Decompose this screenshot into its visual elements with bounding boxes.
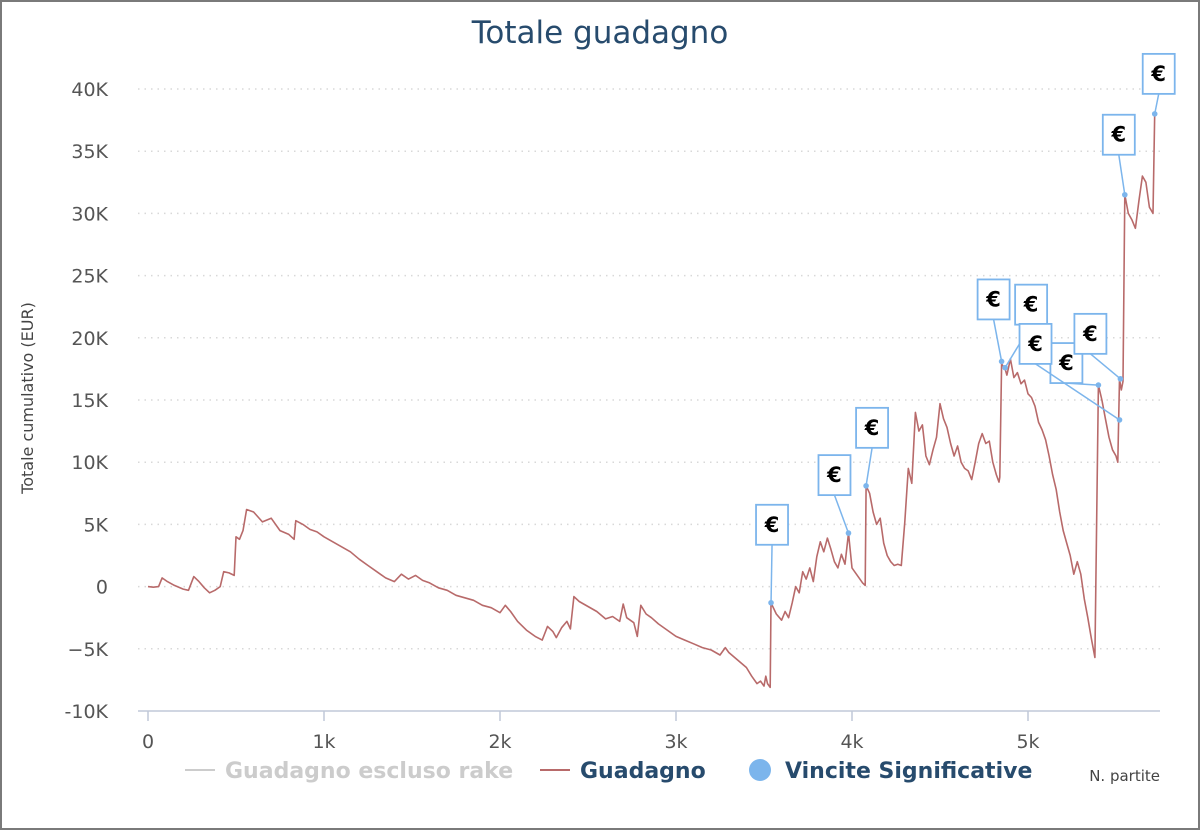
significant-win-flag: € — [855, 406, 889, 489]
significant-win-point — [863, 483, 869, 489]
flag-box — [817, 454, 852, 497]
flag-connector — [833, 494, 850, 534]
y-tick-label: 30K — [71, 203, 108, 225]
legend-label: Vincite Significative — [785, 759, 1032, 784]
flag-box — [976, 278, 1011, 321]
euro-icon: € — [764, 513, 780, 537]
x-tick-label: 1k — [312, 731, 335, 753]
y-tick-label: 20K — [71, 328, 108, 350]
series-line-guadagno — [147, 113, 1156, 689]
x-tick-label: 0 — [142, 731, 154, 753]
significant-win-flag: € — [1141, 52, 1176, 117]
y-tick-label: 25K — [71, 266, 108, 288]
legend: Guadagno escluso rake Guadagno Vincite Sig… — [185, 759, 1032, 784]
legend-circle-symbol — [749, 759, 771, 781]
euro-icon: € — [1023, 293, 1039, 317]
y-tick-label: 40K — [71, 79, 108, 101]
y-tick-label: 35K — [71, 141, 108, 163]
euro-icon: € — [985, 287, 1001, 311]
y-tick-label: −5K — [68, 639, 109, 661]
significant-win-flag: € — [1073, 312, 1124, 382]
legend-item[interactable]: Guadagno — [540, 759, 706, 784]
significant-win-point — [1117, 376, 1124, 382]
y-tick-label: 0 — [96, 577, 108, 599]
x-tick-label: 3k — [664, 731, 687, 753]
euro-icon: € — [1110, 123, 1126, 147]
x-tick-label: 2k — [488, 731, 511, 753]
flag-connector — [865, 447, 873, 486]
euro-icon: € — [826, 463, 842, 487]
significant-wins-layer: € € € € € € € € € € — [755, 52, 1176, 606]
significant-win-point — [768, 599, 774, 606]
euro-icon: € — [1058, 351, 1074, 375]
flag-connector — [1118, 154, 1126, 195]
y-tick-label: 10K — [71, 452, 108, 474]
y-tick-label: 5K — [83, 514, 108, 536]
x-axis: 0 1k 2k 3k 4k 5k — [138, 710, 1160, 753]
flag-box — [1101, 113, 1136, 156]
euro-icon: € — [1150, 62, 1166, 86]
legend-label: Guadagno — [580, 759, 706, 784]
flag-box — [1018, 323, 1053, 365]
grid-lines — [138, 88, 1160, 650]
y-tick-label: -10K — [65, 701, 109, 723]
flag-connector — [770, 544, 773, 603]
y-tick-label: 15K — [71, 390, 108, 412]
y-axis-ticks: -10K −5K 0 5K 10K 15K 20K 25K 30K 35K 40K — [65, 79, 109, 723]
flag-box — [855, 406, 889, 449]
significant-win-point — [845, 530, 852, 536]
legend-item[interactable]: Vincite Significative — [749, 759, 1032, 784]
flag-box — [1141, 52, 1176, 95]
flag-connector — [1153, 93, 1160, 115]
series-layer — [147, 113, 1156, 689]
euro-icon: € — [1082, 322, 1098, 346]
legend-label: Guadagno escluso rake — [225, 759, 513, 784]
significant-win-flag: € — [817, 454, 852, 536]
euro-icon: € — [1027, 332, 1043, 356]
significant-win-point — [1151, 111, 1158, 117]
y-axis-label: Totale cumulativo (EUR) — [18, 302, 37, 495]
flag-box — [755, 503, 789, 546]
significant-win-flag: € — [1101, 113, 1136, 198]
chart-title: Totale guadagno — [471, 15, 729, 51]
significant-win-point — [1095, 382, 1102, 388]
x-tick-label: 5k — [1016, 731, 1039, 753]
significant-win-point — [1116, 417, 1123, 423]
x-tick-label: 4k — [840, 731, 863, 753]
significant-win-flag: € — [1018, 323, 1123, 423]
flag-connector — [992, 319, 1003, 362]
flag-connector — [1035, 363, 1120, 421]
flag-connector — [1089, 353, 1121, 380]
euro-icon: € — [864, 416, 880, 440]
significant-win-point — [1002, 364, 1008, 371]
significant-win-flag: € — [1002, 283, 1049, 371]
x-axis-label: N. partite — [1089, 767, 1160, 785]
legend-item[interactable]: Guadagno escluso rake — [185, 759, 513, 784]
flag-box — [1073, 312, 1108, 355]
significant-win-flag: € — [755, 503, 789, 606]
significant-win-point — [1122, 191, 1128, 198]
significant-win-point — [998, 358, 1005, 365]
significant-win-flag: € — [976, 278, 1011, 365]
